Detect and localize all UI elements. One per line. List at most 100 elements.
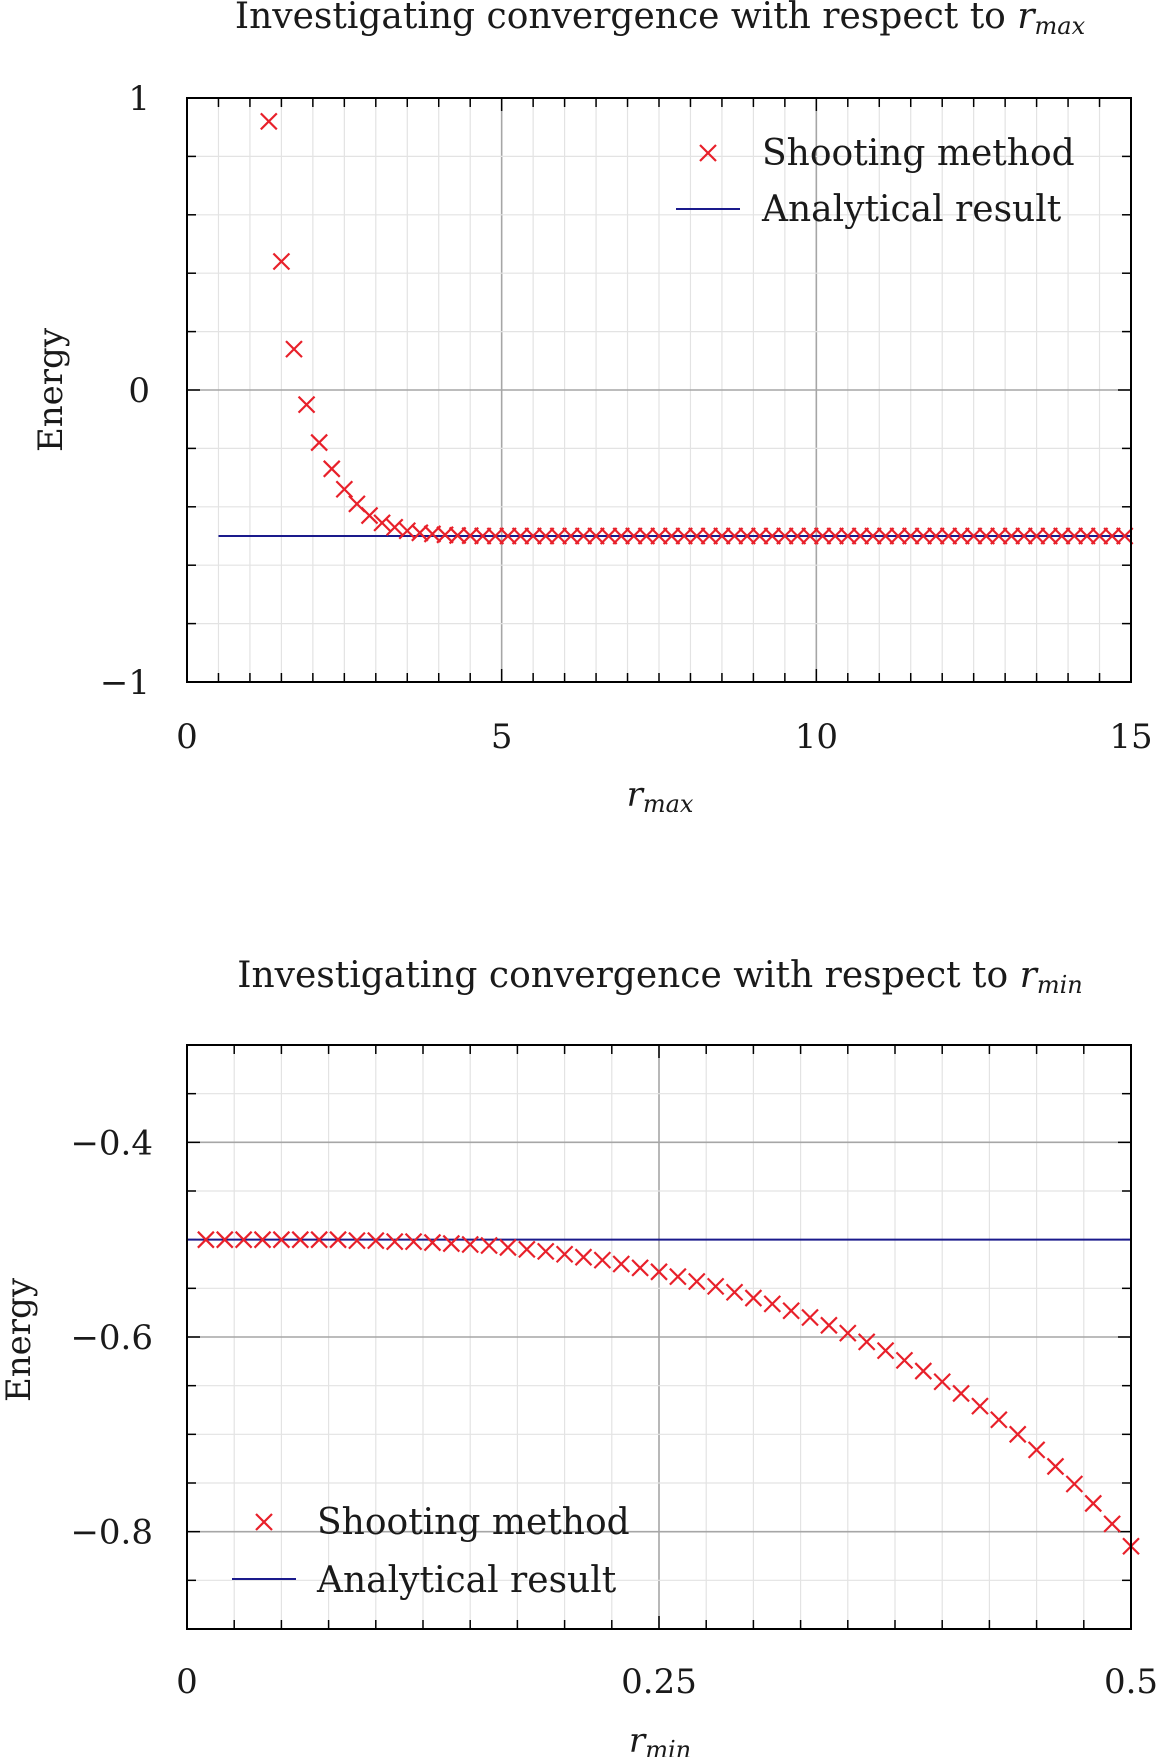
shooting-method-point: [864, 527, 882, 545]
shooting-method-point: [637, 527, 656, 545]
chart-rmax-x-axis-label: rmax: [627, 775, 694, 818]
shooting-method-point: [725, 527, 744, 545]
shooting-method-point: [776, 527, 794, 545]
shooting-method-point: [675, 527, 693, 545]
x-tick-label: 0: [176, 1662, 198, 1702]
shooting-method-point: [631, 1259, 649, 1277]
chart-rmin-legend-analytical: Analytical result: [316, 1560, 617, 1601]
shooting-method-point: [1065, 1475, 1084, 1493]
chart-rmax-legend: Shooting method Analytical result: [676, 133, 1075, 230]
chart-rmax-title: Investigating convergence with respect t…: [235, 0, 1086, 40]
shooting-method-point: [215, 1230, 234, 1249]
y-tick-label: 1: [128, 79, 150, 119]
shooting-method-point: [744, 1289, 763, 1307]
shooting-method-point: [1015, 527, 1033, 545]
shooting-method-point: [272, 252, 291, 271]
shooting-method-point: [404, 1232, 423, 1251]
shooting-method-point: [322, 460, 341, 478]
shooting-method-point: [782, 1301, 800, 1320]
shooting-method-point: [763, 527, 782, 545]
shooting-method-point: [297, 395, 316, 414]
chart-rmin-plot-frame: [186, 1044, 1132, 1630]
shooting-method-point: [474, 527, 492, 545]
shooting-method-point: [1027, 1441, 1046, 1459]
shooting-method-point: [423, 1233, 442, 1252]
shooting-method-point: [889, 527, 907, 545]
chart-rmax-grid: [187, 98, 1131, 682]
shooting-method-point: [574, 1248, 593, 1266]
shooting-method-point: [687, 527, 706, 545]
shooting-method-point: [977, 527, 996, 545]
shooting-method-point: [524, 527, 542, 545]
shooting-method-point: [385, 518, 404, 537]
shooting-method-point: [555, 1245, 574, 1264]
chart-rmin-legend: Shooting method Analytical result: [232, 1502, 630, 1601]
x-tick-label: 0.25: [621, 1662, 697, 1702]
shooting-method-point: [876, 1341, 895, 1360]
chart-rmin-legend-marker-shooting: [255, 1513, 273, 1531]
shooting-method-point: [801, 527, 819, 545]
shooting-method-point: [1002, 527, 1021, 545]
shooting-method-point: [952, 527, 970, 545]
shooting-method-point: [857, 1333, 876, 1351]
chart-rmax-series: [218, 112, 1134, 545]
shooting-method-point: [839, 527, 857, 545]
shooting-method-point: [348, 1231, 366, 1250]
shooting-method-point: [329, 1230, 347, 1249]
shooting-method-point: [914, 1362, 933, 1380]
chart-rmin-title: Investigating convergence with respect t…: [237, 955, 1083, 999]
shooting-method-point: [1046, 1457, 1065, 1476]
shooting-method-point: [990, 1410, 1008, 1429]
shooting-method-point: [901, 527, 920, 545]
chart-rmax-x-tick-labels: 0 5 10 15: [176, 717, 1152, 757]
x-tick-label: 10: [795, 717, 838, 757]
chart-rmin-grid: [187, 1045, 1131, 1629]
shooting-method-point: [197, 1230, 215, 1249]
shooting-method-point: [927, 527, 945, 545]
shooting-method-point: [1103, 1515, 1121, 1533]
shooting-method-point: [549, 527, 568, 545]
shooting-method-point: [788, 527, 807, 545]
shooting-method-point: [738, 527, 756, 545]
chart-rmax: Investigating convergence with respect t…: [31, 0, 1153, 818]
shooting-method-point: [1103, 527, 1121, 545]
chart-rmin: Investigating convergence with respect t…: [0, 955, 1158, 1757]
shooting-method-point: [310, 433, 328, 452]
x-tick-label: 15: [1109, 717, 1152, 757]
shooting-method-point: [260, 112, 278, 131]
shooting-method-point: [480, 1236, 498, 1255]
shooting-method-point: [448, 526, 467, 545]
shooting-method-point: [650, 527, 668, 545]
shooting-method-point: [952, 1384, 970, 1403]
shooting-method-point: [763, 1295, 782, 1313]
chart-rmin-x-axis-label: rmin: [629, 1721, 691, 1757]
shooting-method-point: [1065, 527, 1084, 545]
shooting-method-point: [574, 527, 593, 545]
shooting-method-point: [625, 527, 643, 545]
y-tick-label: 0: [128, 371, 150, 411]
legend-x-marker: [699, 144, 717, 162]
x-tick-label: 0.5: [1104, 1662, 1158, 1702]
shooting-method-point: [499, 1238, 517, 1257]
x-tick-label: 5: [491, 717, 513, 757]
shooting-method-point: [650, 1263, 668, 1281]
shooting-method-point: [939, 527, 958, 545]
shooting-method-point: [234, 1230, 253, 1249]
chart-rmin-y-axis-label: Energy: [0, 1277, 39, 1402]
shooting-method-point: [367, 1231, 385, 1250]
shooting-method-point: [593, 1251, 612, 1269]
shooting-method-point: [461, 1235, 479, 1254]
x-tick-label: 0: [176, 717, 198, 757]
shooting-method-point: [486, 527, 505, 545]
y-tick-label: −0.4: [70, 1123, 153, 1163]
chart-rmax-plot-frame: [186, 97, 1132, 683]
shooting-method-point: [272, 1230, 291, 1249]
shooting-method-point: [536, 527, 555, 545]
shooting-method-point: [1084, 1494, 1103, 1513]
chart-rmax-y-axis-label: Energy: [31, 327, 71, 452]
shooting-method-point: [895, 1351, 914, 1370]
shooting-method-point: [669, 1267, 687, 1286]
shooting-method-point: [933, 1372, 951, 1391]
shooting-method-point: [511, 527, 530, 545]
